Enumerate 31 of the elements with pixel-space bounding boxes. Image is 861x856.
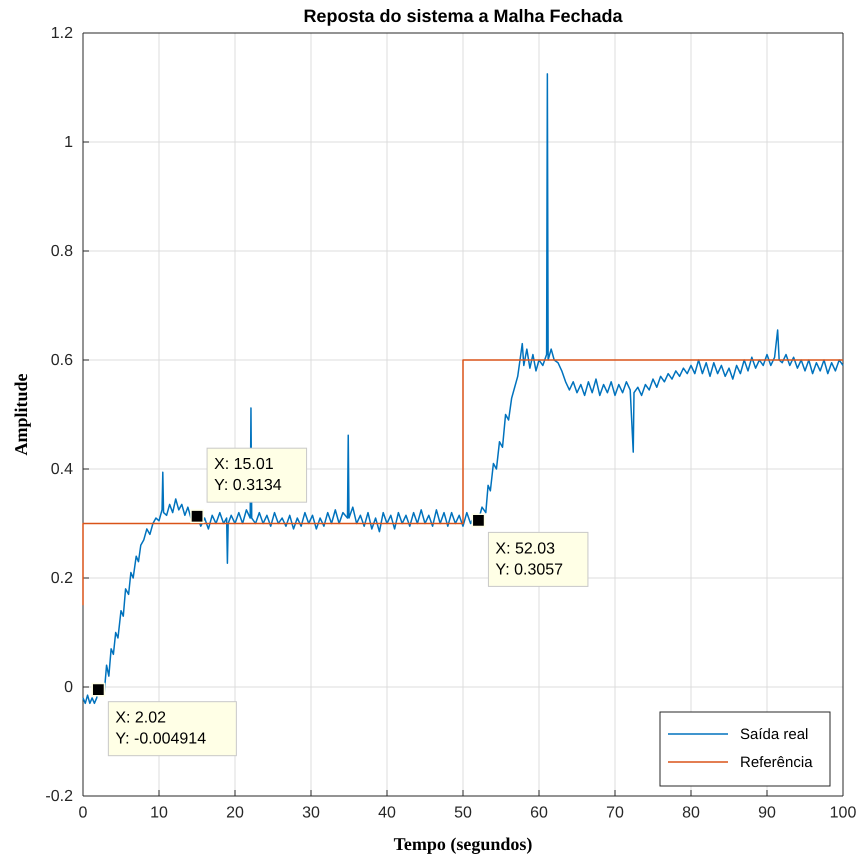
x-tick-label: 100 (830, 804, 856, 822)
y-tick-label: 0.8 (50, 243, 74, 260)
y-tick-label: 1.2 (50, 25, 74, 42)
x-tick-label: 70 (606, 804, 624, 822)
y-tick-label: 1 (64, 134, 74, 152)
y-tick-label: 0.4 (50, 461, 74, 478)
x-tick-label: 10 (150, 804, 168, 822)
point (91, 682, 106, 697)
point (190, 509, 204, 524)
y-tick-label: 0 (64, 679, 74, 696)
y-tick-label: 0.6 (50, 352, 74, 370)
x-tick-label: 20 (226, 804, 244, 822)
x-tick-label: 0 (78, 804, 88, 822)
x-axis-title: Tempo (segundos) (394, 834, 532, 854)
x-tick-label: 40 (378, 804, 396, 822)
x-tick-label: 80 (682, 804, 700, 822)
y-tick-label: -0.2 (45, 788, 74, 806)
legend-label: Referência (740, 754, 814, 771)
chart-title: Reposta do sistema a Malha Fechada (303, 6, 624, 26)
x-tick-label: 60 (530, 804, 548, 822)
annotation: X: 2.02 Y: -0.004914 (115, 710, 206, 748)
x-tick-label: 50 (454, 804, 472, 822)
x-tick-label: 30 (302, 804, 320, 822)
legend-label: Saída real (740, 726, 808, 743)
y-tick-label: 0.2 (50, 570, 74, 588)
annotation: X: 52.03 Y: 0.3057 (495, 540, 564, 578)
x-tick-label: 90 (758, 804, 776, 822)
annotation: X: 15.01 Y: 0.3134 (214, 456, 282, 494)
point (472, 514, 486, 528)
y-axis-title: Amplitude (11, 373, 31, 456)
line-series (82, 73, 844, 704)
